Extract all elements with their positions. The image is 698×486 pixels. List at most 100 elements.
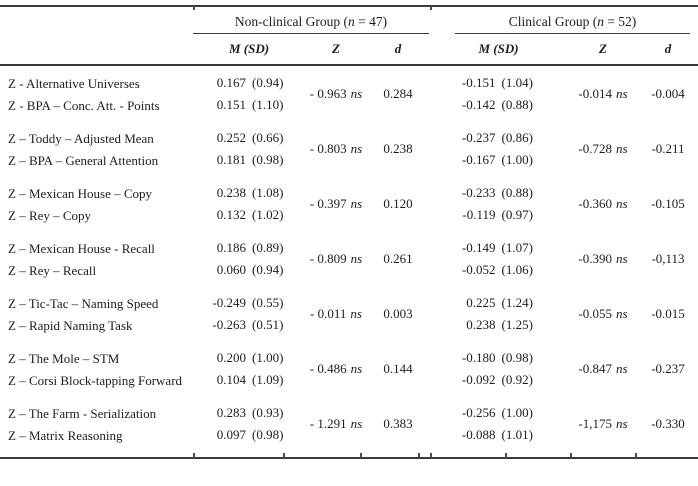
row-label: Z – Rey – Copy [8,207,92,223]
cell-nc-z: - 0.397 ns [305,182,367,226]
cell-nc-m-sd: 0.104 (1.09) [193,369,305,391]
z-value: -0.728 [578,141,613,156]
sd-value: (0.92) [501,372,533,387]
cell-nc-m-sd: 0.186 (0.89) [193,237,305,259]
cell-nc-m-sd: 0.238 (1.08) [193,182,305,204]
cell-cl-z: -0.014 ns [568,72,638,116]
mean-value: -0.151 [461,75,496,90]
mean-value: 0.181 [216,152,246,167]
mean-value: -0.088 [461,427,496,442]
z-value: -0.014 [578,86,613,101]
cell-cl-z: -0.055 ns [568,292,638,336]
cell-nc-z: - 0.803 ns [305,127,367,171]
sd-value: (0.98) [252,427,284,442]
cell-cl-d: -0.237 [651,361,685,376]
sd-value: (0.98) [252,152,284,167]
cell-cl-m-sd: -0.256 (1.00) [429,402,568,424]
cell-nc-m-sd: 0.097 (0.98) [193,424,305,446]
cell-cl-d: -0.105 [651,196,685,211]
mean-value: 0.200 [216,350,246,365]
cell-nc-z: - 0.809 ns [305,237,367,281]
cell-nc-z: - 1.291 ns [305,402,367,446]
col-header-nc-d: d [394,41,402,56]
cell-nc-d: 0.238 [383,141,413,156]
cell-cl-d: -0.015 [651,306,685,321]
group-label-text: Clinical Group ( [508,14,598,29]
row-label: Z – Mexican House - Recall [8,240,155,256]
sd-value: (1.24) [501,295,533,310]
cell-cl-m-sd: -0.167 (1.00) [429,149,568,171]
ns-marker: ns [350,196,363,211]
z-value: -1,175 [578,416,613,431]
cell-nc-m-sd: -0.249 (0.55) [193,292,305,314]
mean-value: 0.060 [216,262,246,277]
sd-value: (1.06) [501,262,533,277]
sd-value: (0.93) [252,405,284,420]
nonclinical-group-header: Non-clinical Group (n = 47) [193,14,429,34]
row-label: Z – BPA – General Attention [8,152,159,168]
ns-marker: ns [616,306,628,321]
cell-cl-m-sd: -0.180 (0.98) [429,347,568,369]
mean-value: -0.119 [462,207,496,222]
ns-marker: ns [350,141,363,156]
z-value: - 0.011 [310,306,347,321]
sd-value: (1.09) [252,372,284,387]
cell-cl-m-sd: 0.225 (1.24) [429,292,568,314]
row-label: Z – Toddy – Adjusted Mean [8,130,154,146]
cell-nc-m-sd: 0.167 (0.94) [193,72,305,94]
mean-value: 0.225 [466,295,496,310]
sd-value: (1.10) [252,97,284,112]
mean-value: 0.167 [216,75,246,90]
sd-value: (1.25) [501,317,533,332]
mean-value: -0.149 [461,240,496,255]
sd-value: (1.08) [252,185,284,200]
cell-nc-z: - 0.486 ns [305,347,367,391]
column-divider-tick [360,453,362,458]
ns-marker: ns [616,196,628,211]
table-row-group: Z – Mexican House - Recall Z – Rey – Rec… [0,237,698,281]
cell-cl-z: -0.360 ns [568,182,638,226]
z-value: - 0.397 [309,196,347,211]
table-top-rule [0,5,698,10]
cell-nc-d: 0.261 [383,251,413,266]
cell-nc-m-sd: -0.263 (0.51) [193,314,305,336]
mean-value: 0.132 [216,207,246,222]
sd-value: (0.55) [252,295,284,310]
sd-value: (1.00) [501,152,533,167]
mean-value: -0.052 [461,262,496,277]
cell-cl-m-sd: -0.142 (0.88) [429,94,568,116]
sd-value: (0.88) [501,185,533,200]
table-bottom-rule [0,453,698,459]
ns-marker: ns [350,86,363,101]
cell-cl-d: -0.004 [651,86,685,101]
col-header-nc-z: Z [332,41,340,56]
col-header-nc-msd: M (SD) [228,41,270,56]
group-label-text: Non-clinical Group ( [234,14,349,29]
n-symbol: n [348,14,355,29]
mean-value: -0.233 [461,185,496,200]
sd-value: (0.94) [252,75,284,90]
cell-cl-m-sd: -0.052 (1.06) [429,259,568,281]
z-value: - 0.963 [309,86,347,101]
row-label: Z - Alternative Universes [8,75,140,91]
ns-marker: ns [350,416,363,431]
cell-nc-d: 0.144 [383,361,413,376]
z-value: - 0.803 [309,141,347,156]
cell-cl-d: -0.330 [651,416,685,431]
table-body: Z - Alternative Universes Z - BPA – Conc… [0,66,698,446]
column-divider-tick [505,453,507,458]
ns-marker: ns [350,361,363,376]
sd-value: (0.51) [252,317,284,332]
cell-cl-m-sd: -0.237 (0.86) [429,127,568,149]
cell-nc-m-sd: 0.283 (0.93) [193,402,305,424]
mean-value: 0.252 [216,130,246,145]
cell-nc-m-sd: 0.200 (1.00) [193,347,305,369]
row-label: Z – Mexican House – Copy [8,185,153,201]
ns-marker: ns [616,251,628,266]
column-divider-tick [418,453,420,458]
table-row-group: Z – The Farm - Serialization Z – Matrix … [0,402,698,446]
cell-cl-z: -0.847 ns [568,347,638,391]
sd-value: (1.04) [501,75,533,90]
table-row-group: Z – Toddy – Adjusted Mean Z – BPA – Gene… [0,127,698,171]
